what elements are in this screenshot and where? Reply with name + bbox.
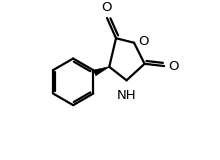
Text: O: O <box>139 35 149 48</box>
Text: O: O <box>101 1 112 14</box>
Polygon shape <box>94 67 109 76</box>
Text: O: O <box>168 60 179 72</box>
Text: NH: NH <box>117 89 137 102</box>
